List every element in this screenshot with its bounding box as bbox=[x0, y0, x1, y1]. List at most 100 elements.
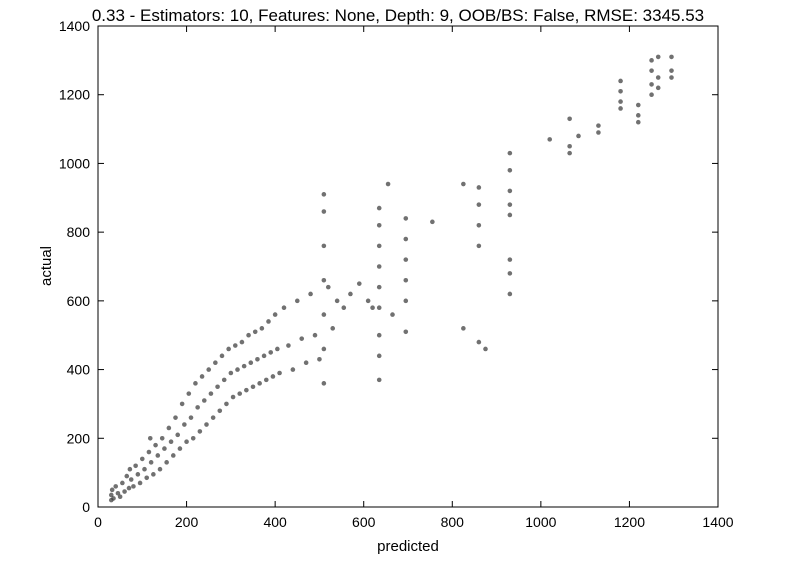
data-point bbox=[215, 384, 220, 390]
data-point bbox=[128, 477, 134, 482]
data-point bbox=[250, 384, 256, 390]
data-point bbox=[219, 353, 225, 359]
data-point bbox=[376, 205, 382, 211]
data-point bbox=[321, 346, 327, 352]
data-point bbox=[290, 367, 296, 372]
data-point bbox=[334, 298, 340, 304]
x-tick-label: 1400 bbox=[702, 514, 733, 530]
data-point bbox=[228, 370, 234, 376]
data-point bbox=[151, 472, 156, 477]
y-tick-label: 400 bbox=[67, 362, 91, 378]
data-point bbox=[669, 68, 674, 73]
data-point bbox=[286, 343, 291, 348]
data-point bbox=[596, 130, 601, 135]
data-point bbox=[635, 102, 641, 108]
data-point bbox=[186, 391, 192, 396]
data-point bbox=[159, 435, 165, 441]
data-point bbox=[146, 449, 152, 455]
data-point bbox=[325, 284, 331, 290]
data-point bbox=[246, 332, 251, 338]
data-point bbox=[111, 496, 116, 501]
data-point bbox=[596, 123, 601, 128]
y-axis-label: actual bbox=[38, 246, 55, 286]
data-point bbox=[173, 415, 178, 420]
data-point bbox=[476, 185, 482, 190]
data-point bbox=[385, 181, 391, 187]
data-point bbox=[476, 222, 482, 228]
y-tick-label: 0 bbox=[82, 499, 90, 515]
data-point bbox=[277, 370, 282, 376]
y-tick-label: 200 bbox=[67, 430, 91, 446]
data-point bbox=[483, 346, 488, 352]
data-point bbox=[148, 460, 154, 465]
data-point bbox=[221, 377, 227, 383]
data-point bbox=[403, 298, 409, 304]
data-point bbox=[241, 363, 247, 369]
data-point bbox=[244, 387, 249, 393]
data-point bbox=[127, 466, 133, 472]
x-axis-label: predicted bbox=[377, 538, 439, 555]
data-point bbox=[157, 466, 163, 472]
data-point bbox=[655, 75, 661, 80]
data-point bbox=[182, 422, 187, 427]
data-point bbox=[376, 284, 382, 290]
data-point bbox=[321, 192, 327, 197]
data-point bbox=[168, 439, 174, 445]
data-point bbox=[193, 381, 198, 386]
data-point bbox=[272, 312, 278, 317]
data-point bbox=[649, 82, 654, 87]
data-point bbox=[655, 54, 661, 60]
data-point bbox=[210, 415, 216, 420]
data-point bbox=[122, 489, 127, 494]
y-tick-label: 1400 bbox=[59, 18, 90, 34]
data-point bbox=[294, 298, 300, 304]
data-point bbox=[370, 305, 375, 311]
data-point bbox=[618, 99, 623, 104]
data-point bbox=[126, 485, 132, 491]
data-point bbox=[356, 281, 362, 286]
data-point bbox=[153, 442, 158, 448]
y-axis: 0 200 400 600 800 1000 1200 1400 bbox=[59, 18, 718, 515]
data-point bbox=[117, 494, 123, 499]
data-point bbox=[199, 374, 205, 379]
data-point bbox=[204, 422, 209, 427]
x-tick-label: 400 bbox=[263, 514, 287, 530]
data-point bbox=[255, 356, 260, 362]
data-point bbox=[259, 326, 265, 331]
data-point bbox=[507, 271, 513, 276]
data-point bbox=[308, 291, 313, 297]
data-point bbox=[403, 257, 409, 262]
data-point bbox=[147, 435, 153, 441]
data-point bbox=[376, 222, 382, 228]
data-point bbox=[376, 377, 382, 383]
data-point bbox=[403, 216, 409, 221]
data-point bbox=[184, 439, 189, 445]
data-point bbox=[507, 168, 513, 173]
data-point bbox=[237, 391, 243, 396]
data-point bbox=[348, 291, 353, 297]
data-point bbox=[179, 401, 185, 407]
data-point bbox=[201, 398, 207, 403]
data-point bbox=[430, 219, 435, 225]
data-point bbox=[226, 346, 231, 352]
data-point bbox=[162, 446, 167, 451]
data-point bbox=[239, 339, 245, 345]
data-point bbox=[224, 401, 229, 407]
data-point bbox=[507, 212, 513, 218]
data-point bbox=[108, 492, 114, 498]
data-point bbox=[507, 202, 513, 207]
data-point bbox=[266, 319, 271, 324]
data-point bbox=[299, 336, 305, 341]
data-point bbox=[124, 473, 130, 479]
points-layer bbox=[108, 54, 674, 503]
x-tick-label: 1200 bbox=[614, 514, 645, 530]
data-point bbox=[190, 435, 196, 441]
data-point bbox=[321, 243, 327, 249]
data-point bbox=[131, 484, 136, 489]
chart-title: 0.33 - Estimators: 10, Features: None, D… bbox=[92, 6, 704, 25]
data-point bbox=[217, 408, 223, 414]
data-point bbox=[403, 277, 409, 283]
data-point bbox=[376, 243, 382, 249]
